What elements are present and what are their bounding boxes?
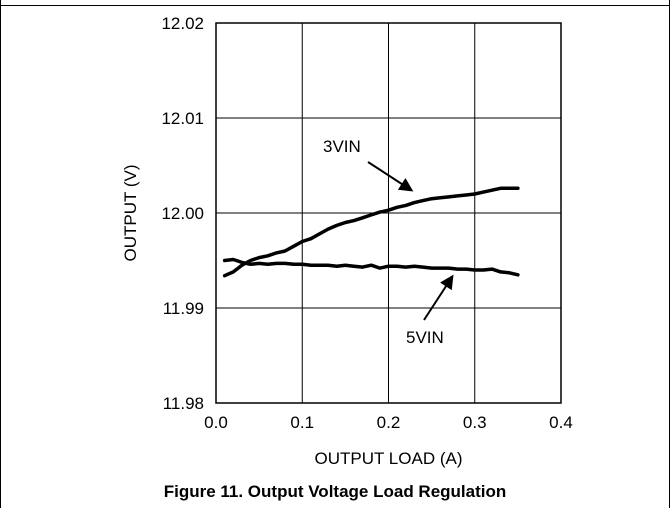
annotation-3vin-arrow bbox=[367, 161, 414, 192]
annotation-5vin-arrow bbox=[423, 274, 454, 321]
y-tick-label: 11.98 bbox=[163, 394, 204, 413]
annotation-3vin-label: 3VIN bbox=[323, 137, 361, 156]
series-line-5vin bbox=[222, 257, 520, 277]
series-line-3vin bbox=[222, 186, 520, 278]
x-tick-label: 0.1 bbox=[290, 413, 314, 432]
x-tick-label: 0.4 bbox=[549, 413, 573, 432]
series-lines bbox=[222, 186, 520, 278]
y-tick-label: 12.02 bbox=[161, 14, 204, 33]
y-tick-label: 11.99 bbox=[163, 299, 204, 318]
annotation-5vin-label: 5VIN bbox=[406, 328, 444, 347]
y-tick-labels: 11.98 11.99 12.00 12.01 12.02 bbox=[161, 14, 204, 413]
x-tick-label: 0.2 bbox=[377, 413, 401, 432]
y-axis-title: OUTPUT (V) bbox=[121, 165, 140, 262]
annotations: 3VIN 5VIN bbox=[323, 137, 454, 347]
x-tick-label: 0.3 bbox=[463, 413, 487, 432]
y-tick-label: 12.00 bbox=[161, 204, 204, 223]
y-tick-label: 12.01 bbox=[161, 109, 204, 128]
x-tick-label: 0.0 bbox=[204, 413, 228, 432]
figure-caption: Figure 11. Output Voltage Load Regulatio… bbox=[163, 482, 507, 501]
x-tick-labels: 0.0 0.1 0.2 0.3 0.4 bbox=[204, 413, 573, 432]
grid bbox=[215, 22, 562, 404]
x-axis-title: OUTPUT LOAD (A) bbox=[315, 449, 463, 468]
plot-area-border bbox=[215, 22, 562, 404]
